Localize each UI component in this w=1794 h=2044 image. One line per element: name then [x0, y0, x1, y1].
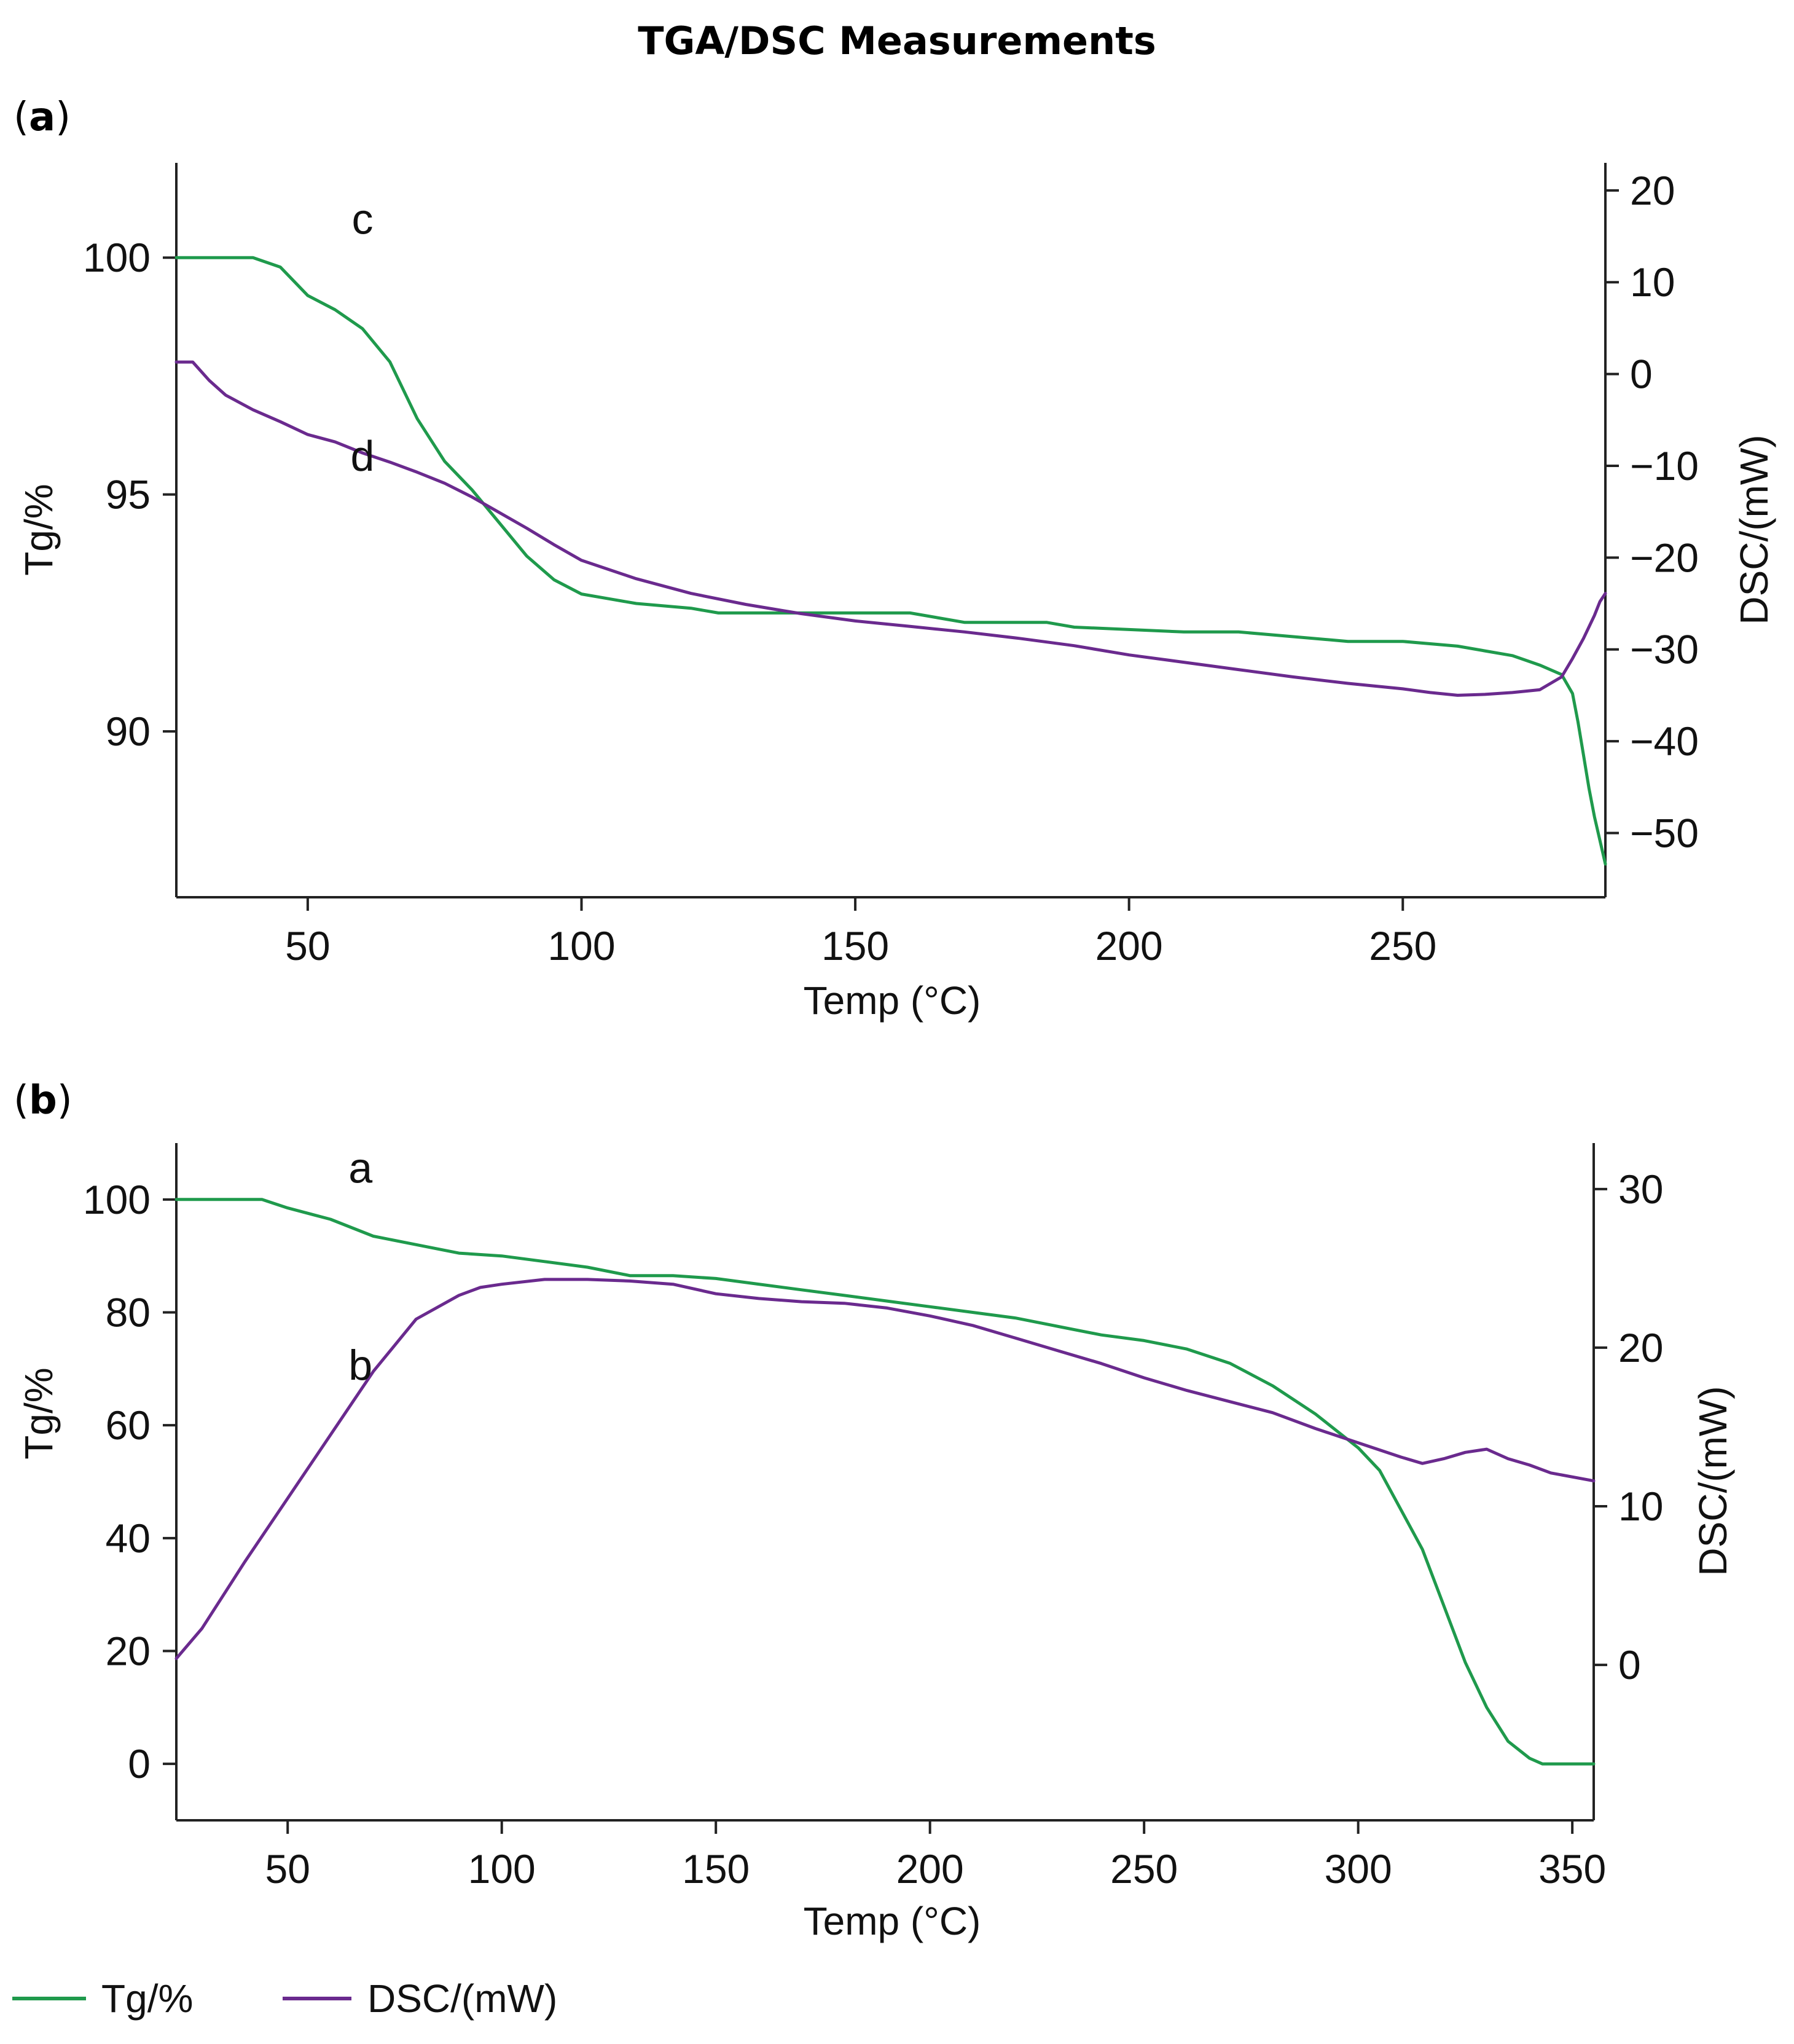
panel-a-y2-tick-label-0: −50	[1630, 810, 1699, 855]
panel-b-x-tick-label-1: 100	[468, 1846, 536, 1892]
panel-b-dsc-line	[174, 1278, 1596, 1661]
panel-a-annotations: cd	[351, 195, 375, 480]
legend: Tg/% DSC/(mW)	[12, 1976, 557, 2021]
panel-b-curve-label-b: b	[348, 1342, 372, 1390]
panel-a-x-tick-label-2: 150	[821, 923, 889, 969]
panel-b-y2-tick-label-3: 30	[1618, 1166, 1663, 1212]
panel-b-x-tick-label-5: 300	[1325, 1846, 1392, 1892]
panel-a-y-tick-label-2: 100	[83, 235, 151, 280]
figure-title: TGA/DSC Measurements	[638, 18, 1156, 63]
panel-a-y-tick-label-1: 95	[106, 472, 151, 517]
panel-b-tg-line	[174, 1198, 1596, 1766]
panel-b-letter: b	[29, 1078, 57, 1123]
panel-b-y-tick-label-0: 0	[128, 1741, 151, 1787]
panel-b-annotations: ab	[348, 1144, 372, 1389]
panel-b-y-axis-title: Tg/%	[17, 1367, 61, 1459]
legend-label-dsc: DSC/(mW)	[367, 1976, 557, 2021]
panel-b-chart: (b) 50 100 150 200 250 300 3500204060801000102…	[14, 1078, 1735, 1943]
panel-a-y2-tick-label-5: 0	[1630, 352, 1653, 397]
panel-b-series-group	[174, 1198, 1596, 1766]
panel-a-curve-label-c: c	[352, 195, 374, 243]
panel-a-y2-tick-label-1: −40	[1630, 718, 1699, 764]
panel-b-y-tick-label-3: 60	[106, 1402, 151, 1448]
panel-b-label: (b)	[14, 1078, 72, 1123]
panel-b-ticks: 50 100 150 200 250 300 350 0 20 40 60 80 100 0 10 20 30	[83, 1166, 1664, 1892]
panel-b-x-tick-label-3: 200	[896, 1846, 964, 1892]
panel-b-x-tick-label-6: 350	[1538, 1846, 1606, 1892]
panel-a-y2-tick-label-4: −10	[1630, 443, 1699, 489]
panel-b-y2-tick-label-0: 0	[1618, 1642, 1641, 1688]
panel-b-open-paren: (	[14, 1078, 29, 1123]
panel-a-x-axis-title: Temp (°C)	[804, 978, 981, 1023]
panel-a-y2-tick-label-7: 20	[1630, 168, 1675, 213]
panel-a-x-tick-label-3: 200	[1095, 923, 1163, 969]
panel-b-x-tick-label-4: 250	[1110, 1846, 1178, 1892]
panel-a-letter: a	[29, 95, 55, 140]
panel-a-y2-tick-label-2: −30	[1630, 627, 1699, 672]
panel-a-close-paren: )	[55, 95, 71, 140]
panel-a-chart: (a) 50 100 150 200 2509095100−50−40−30−20−10…	[14, 95, 1776, 1023]
panel-a-tg-line	[174, 256, 1607, 866]
panel-b-x-tick-label-0: 50	[265, 1846, 310, 1892]
panel-b-y-tick-label-1: 20	[106, 1629, 151, 1674]
panel-b-close-paren: )	[57, 1078, 72, 1123]
panel-a-y-tick-label-0: 90	[106, 709, 151, 754]
panel-a-label: (a)	[14, 95, 71, 140]
panel-b-y2-tick-label-1: 10	[1618, 1484, 1663, 1529]
panel-a-x-tick-label-4: 250	[1369, 923, 1436, 969]
panel-a-y2-tick-label-3: −20	[1630, 535, 1699, 580]
panel-a-open-paren: (	[14, 95, 29, 140]
panel-a-y2-axis-title: DSC/(mW)	[1732, 434, 1776, 624]
panel-a-y-axis-title: Tg/%	[17, 484, 61, 575]
panel-a-curve-label-d: d	[351, 432, 375, 480]
panel-a-series-group	[174, 256, 1607, 866]
panel-a-x-tick-label-1: 100	[547, 923, 615, 969]
panel-a-x-tick-label-0: 50	[285, 923, 330, 969]
panel-b-x-axis-title: Temp (°C)	[804, 1899, 981, 1943]
panel-a-y2-tick-label-6: 10	[1630, 259, 1675, 305]
panel-b-y2-tick-label-2: 20	[1618, 1325, 1663, 1370]
panel-b-y-tick-label-2: 40	[106, 1515, 151, 1561]
panel-a-dsc-line	[174, 360, 1607, 697]
panel-b-curve-label-a: a	[348, 1144, 372, 1192]
panel-b-x-tick-label-2: 150	[682, 1846, 750, 1892]
panel-b-y-tick-label-5: 100	[83, 1177, 151, 1222]
panel-a-ticks: 50 100 150 200 250 90 95 100 −50 −40 −30 −20 −10 0 10 2…	[83, 168, 1699, 969]
panel-b-y-tick-label-4: 80	[106, 1290, 151, 1335]
panel-b-y2-axis-title: DSC/(mW)	[1691, 1386, 1735, 1576]
legend-label-tg: Tg/%	[101, 1976, 193, 2021]
